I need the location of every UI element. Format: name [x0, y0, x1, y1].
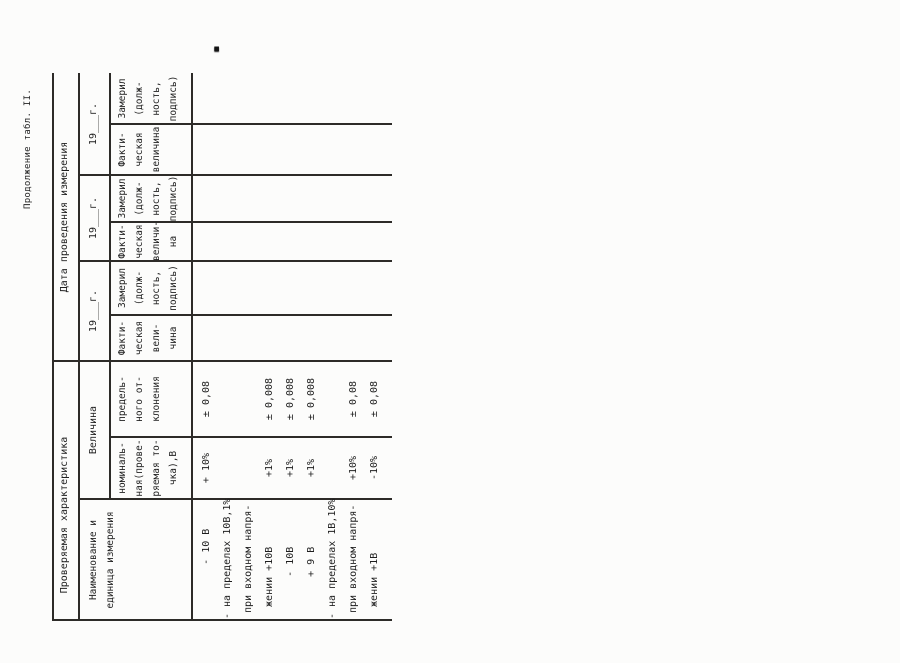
header-actual-value-1: Факти- ческая вели- чина [117, 320, 179, 356]
table-continuation-label: Продолжение табл. II. [23, 88, 33, 209]
header-actual-value-2: Факти- ческая величи- на [117, 220, 179, 261]
data-name-column: - 10 В - на пределах 10В,1% при входном … [201, 498, 380, 619]
header-actual-value-3: Факти- ческая величина [117, 126, 162, 173]
header-name-and-unit: Наименование и единица измерения [88, 511, 116, 609]
header-year-3: 19___г. [88, 102, 99, 146]
header-checked-characteristic: Проверяемая характеристика [59, 436, 70, 594]
header-measured-by-3: Замерил (долж- ность, подпись) [117, 75, 179, 122]
data-nominal-column: + 10% +1% +1% +1% +10% -10% [201, 452, 380, 484]
header-year-2: 19___г. [88, 196, 99, 240]
page-number-ink-blob: ▪ [213, 42, 221, 55]
header-measurement-dates: Дата проведения измерения [59, 141, 70, 293]
header-year-1: 19___г. [88, 289, 99, 333]
header-limit-deviation: предель- ного от- клонения [117, 376, 162, 422]
header-measured-by-1: Замерил (долж- ность, подпись) [117, 265, 179, 311]
measurement-table: Проверяемая характеристика Дата проведен… [52, 73, 392, 621]
header-measured-by-2: Замерил (долж- ность, подпись) [117, 175, 179, 222]
header-nominal-point: номиналь- ная(прове- ряемая то- чка),В [117, 439, 179, 497]
data-deviation-column: ± 0,08 ± 0,008 ± 0,008 ± 0,008 ± 0,08 ± … [201, 377, 380, 421]
header-value-group: Величина [88, 405, 99, 455]
